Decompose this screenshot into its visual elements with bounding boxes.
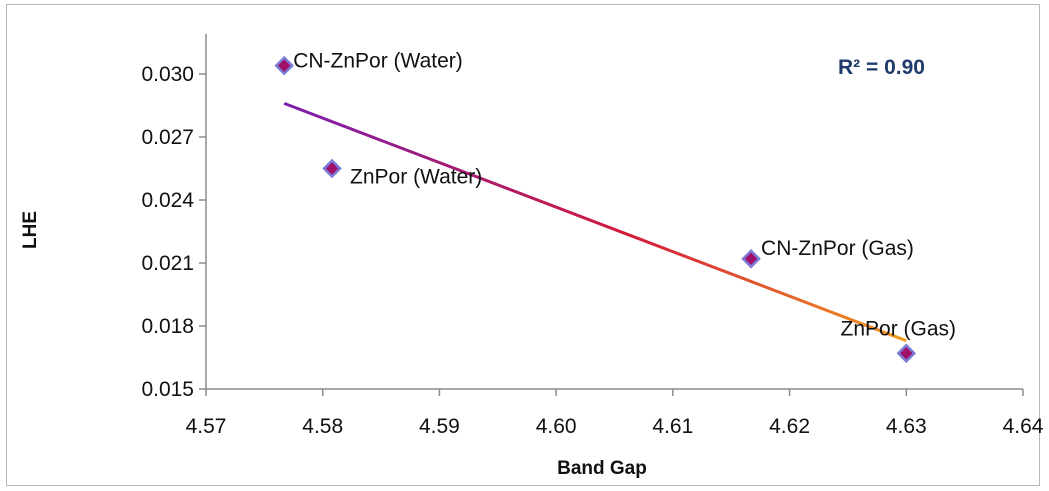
trendline-line xyxy=(283,101,907,343)
y-axis-ticks: 0.015 0.018 0.021 0.024 0.027 0.030 xyxy=(141,63,206,401)
data-point-label: ZnPor (Gas) xyxy=(841,317,957,340)
y-tick-label: 0.018 xyxy=(141,315,194,338)
data-point-marker xyxy=(322,158,342,179)
x-axis-title: Band Gap xyxy=(557,458,647,479)
data-point-label: CN-ZnPor (Water) xyxy=(293,50,463,73)
y-axis-title: LHE xyxy=(20,211,41,249)
y-tick-label: 0.021 xyxy=(141,252,194,275)
data-point-marker xyxy=(896,343,917,364)
x-tick-label: 4.57 xyxy=(186,415,227,438)
data-points xyxy=(274,55,917,364)
x-tick-label: 4.61 xyxy=(652,415,693,438)
y-tick-label: 0.024 xyxy=(141,189,194,212)
point-labels: CN-ZnPor (Water) ZnPor (Water) CN-ZnPor (G… xyxy=(293,50,956,341)
y-tick-label: 0.027 xyxy=(141,126,194,149)
y-tick-label: 0.015 xyxy=(141,378,194,401)
y-tick-label: 0.030 xyxy=(141,63,194,86)
data-point-label: ZnPor (Water) xyxy=(350,166,482,189)
data-point-marker xyxy=(274,55,294,76)
data-point-marker xyxy=(741,249,761,269)
x-tick-label: 4.63 xyxy=(886,415,927,438)
x-tick-label: 4.64 xyxy=(1003,415,1044,438)
x-axis-ticks: 4.57 4.58 4.59 4.60 4.61 4.62 4.63 4.64 xyxy=(186,389,1044,438)
axes xyxy=(205,34,1023,390)
x-tick-label: 4.60 xyxy=(536,415,577,438)
x-tick-label: 4.58 xyxy=(302,415,343,438)
trendline xyxy=(283,101,907,343)
r-squared-label: R² = 0.90 xyxy=(838,56,925,79)
data-point-label: CN-ZnPor (Gas) xyxy=(761,237,914,260)
chart-frame xyxy=(6,4,1040,486)
x-tick-label: 4.59 xyxy=(419,415,460,438)
x-tick-label: 4.62 xyxy=(769,415,810,438)
